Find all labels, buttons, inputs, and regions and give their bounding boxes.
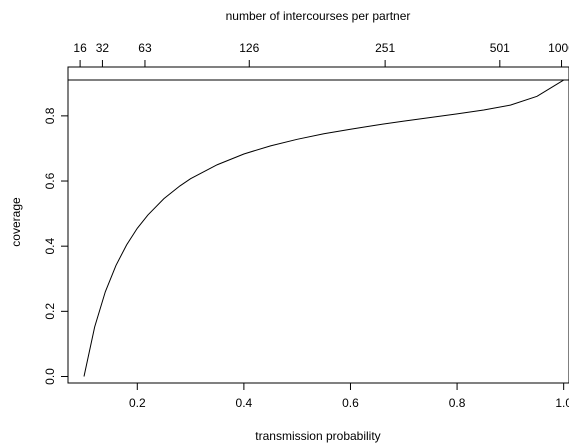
x-tick-label: 0.8 (449, 396, 466, 410)
y-axis-label: coverage (9, 197, 23, 247)
x-axis-label: transmission probability (255, 429, 380, 443)
x-tick-label: 0.4 (236, 396, 253, 410)
top-tick-label: 16 (73, 41, 87, 55)
series-line-0 (83, 79, 564, 377)
y-tick-label: 0.4 (43, 238, 57, 255)
top-tick-label: 126 (239, 41, 259, 55)
top-tick-label: 501 (490, 41, 510, 55)
top-tick-label: 1000 (548, 41, 569, 55)
x-tick-label: 0.6 (342, 396, 359, 410)
top-axis-label: number of intercourses per partner (226, 9, 411, 23)
x-tick-label: 0.2 (129, 396, 146, 410)
top-tick-label: 251 (375, 41, 395, 55)
y-tick-label: 0.0 (43, 368, 57, 385)
y-tick-label: 0.6 (43, 172, 57, 189)
y-tick-label: 0.8 (43, 107, 57, 124)
plot-box (67, 66, 569, 384)
top-tick-label: 63 (138, 41, 152, 55)
top-tick-label: 32 (96, 41, 110, 55)
y-tick-label: 0.2 (43, 303, 57, 320)
x-tick-label: 1.0 (555, 396, 569, 410)
